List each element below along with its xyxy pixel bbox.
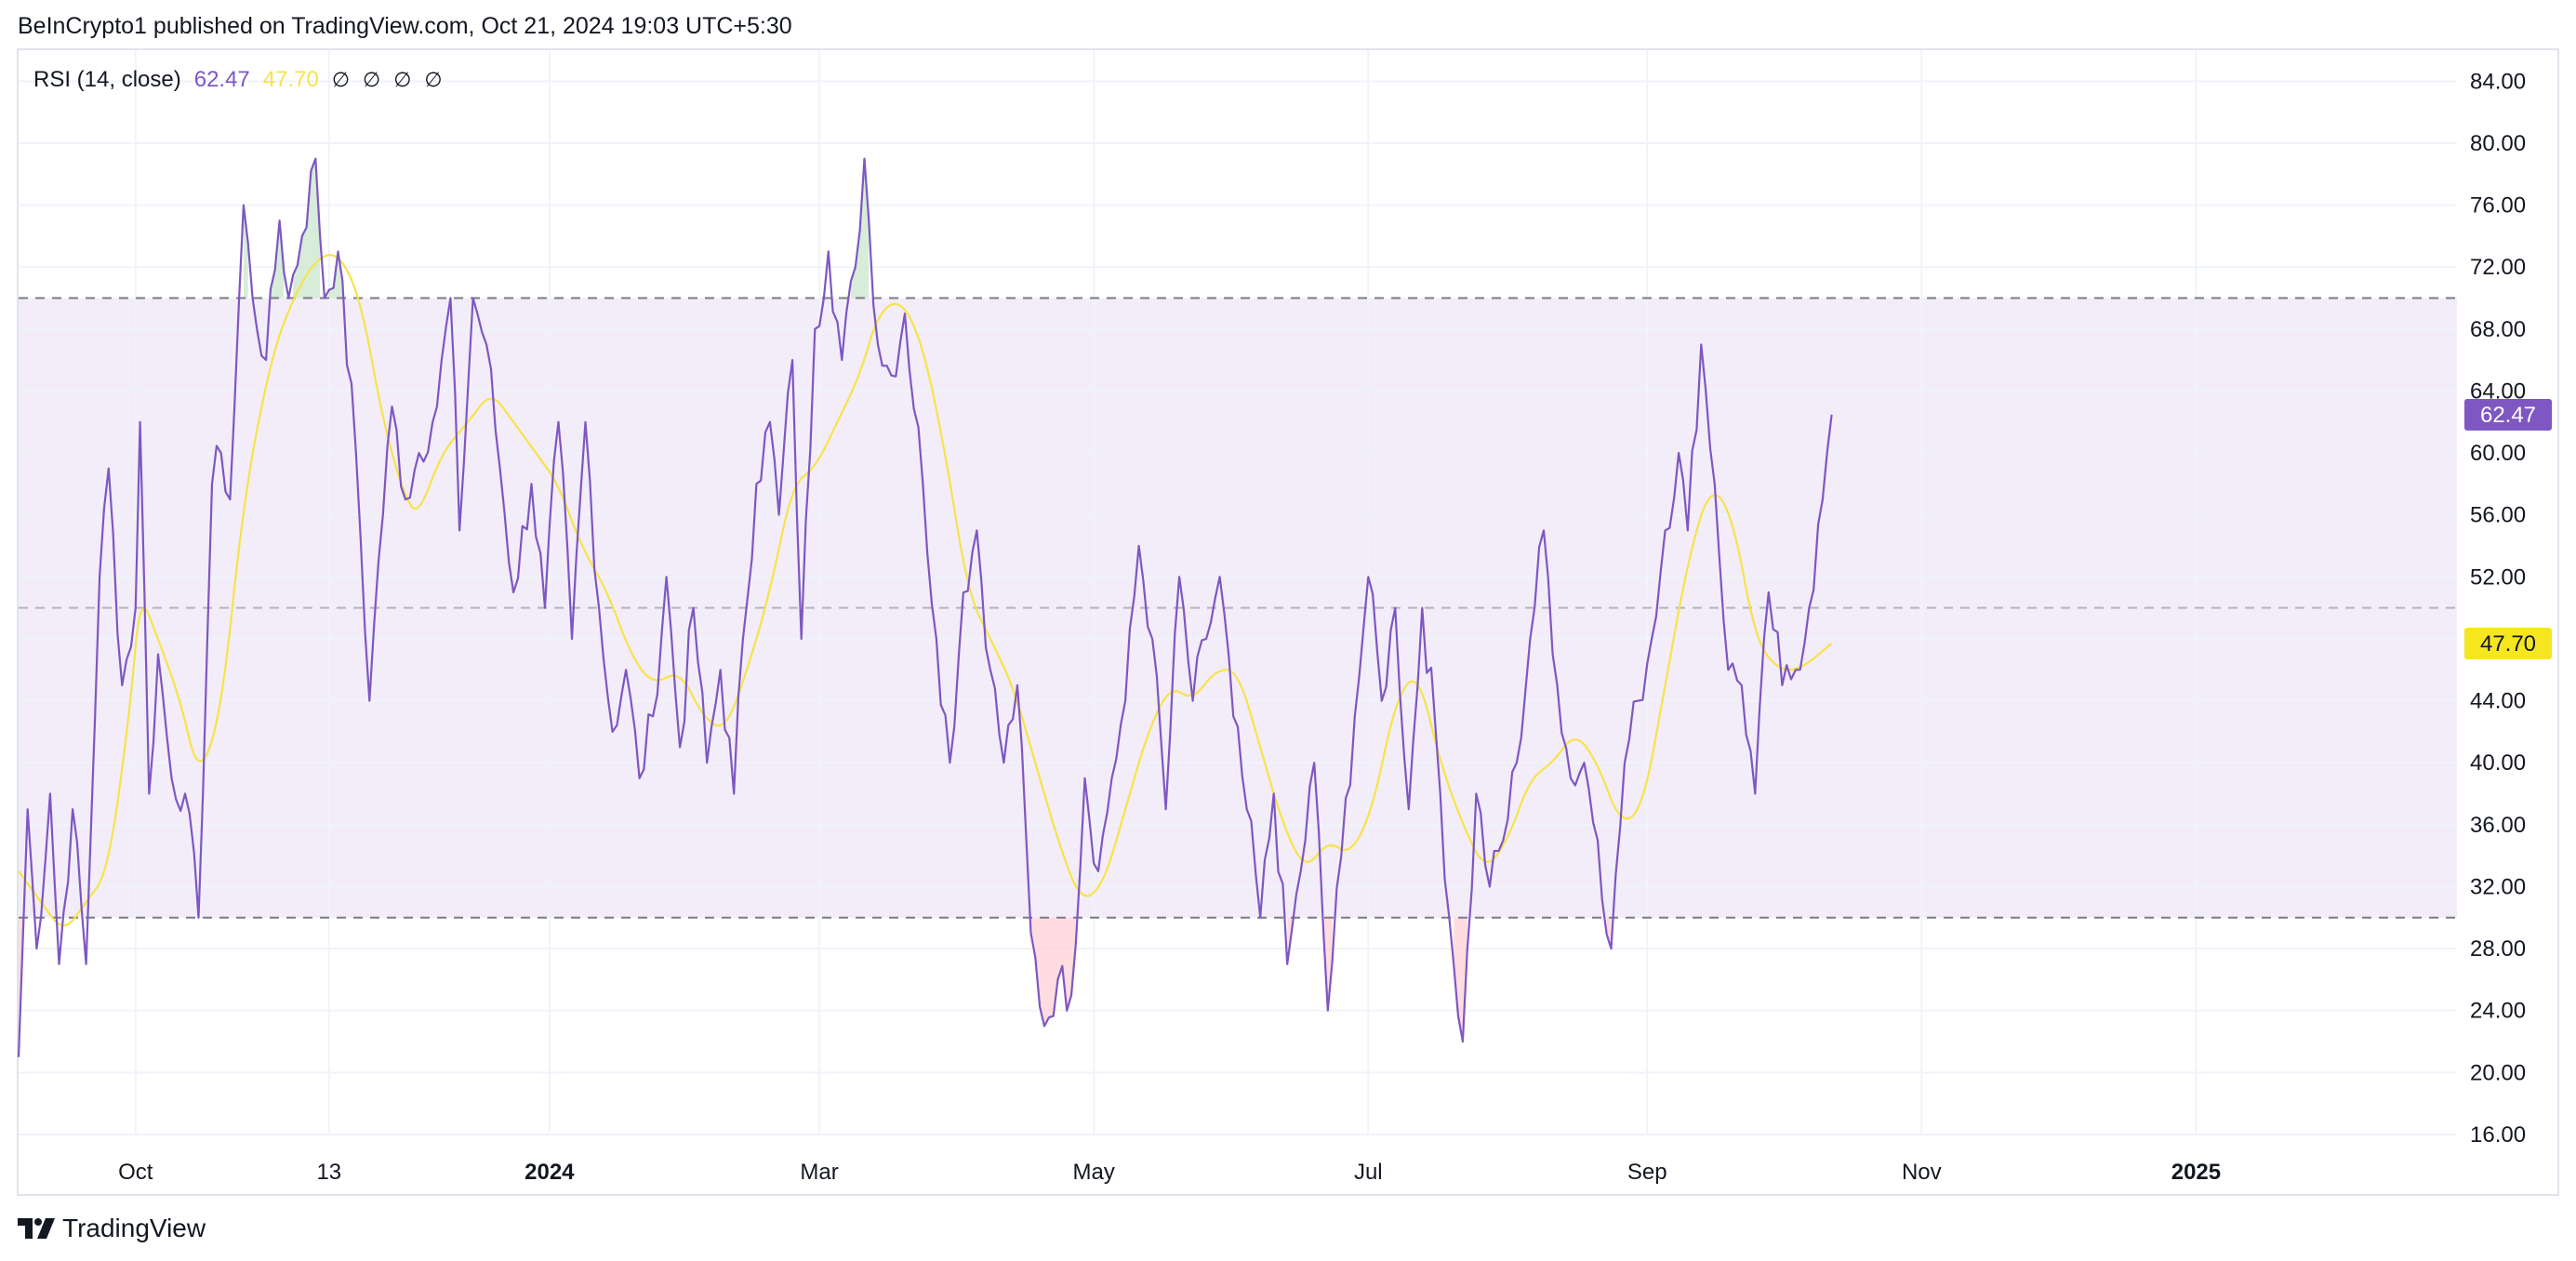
y-axis-ticks: 84.0080.0076.0072.0068.0064.0060.0056.00…	[2470, 69, 2526, 1148]
x-tick-label: Nov	[1902, 1160, 1942, 1185]
overbought-fill	[243, 205, 248, 299]
legend-na-value-2: ∅	[363, 68, 381, 91]
y-tick-label: 52.00	[2470, 564, 2526, 590]
rsi-line[interactable]	[17, 157, 1833, 1057]
y-tick-label: 80.00	[2470, 131, 2526, 156]
x-tick-label: Oct	[118, 1160, 153, 1185]
oversold-fill	[1322, 917, 1333, 1011]
horizontal-gridlines	[19, 80, 2457, 1135]
rsi-badge-label: 62.47	[2480, 403, 2536, 428]
legend-ma-value: 47.70	[262, 67, 319, 92]
rsi-ma-line[interactable]	[18, 254, 1833, 927]
oversold-fill	[1030, 917, 1076, 1027]
legend-rsi-value: 62.47	[193, 67, 250, 92]
y-tick-label: 36.00	[2470, 813, 2526, 838]
y-tick-label: 72.00	[2470, 255, 2526, 280]
x-tick-label: May	[1073, 1160, 1115, 1185]
vertical-gridlines	[134, 50, 2198, 1135]
y-tick-label: 76.00	[2470, 193, 2526, 219]
y-tick-label: 44.00	[2470, 689, 2526, 714]
tradingview-branding[interactable]: TradingView	[18, 1214, 206, 1243]
ma-badge-label: 47.70	[2480, 631, 2536, 657]
x-tick-label: 2024	[524, 1160, 575, 1185]
rsi-badge-bg	[2464, 398, 2552, 431]
legend-na-value-3: ∅	[393, 68, 412, 91]
chart-frame	[17, 48, 2559, 1196]
tradingview-brand-text: TradingView	[62, 1214, 206, 1242]
y-tick-label: 24.00	[2470, 999, 2526, 1024]
indicator-legend[interactable]: RSI (14, close) 62.47 47.70 ∅ ∅ ∅ ∅	[33, 67, 443, 93]
rsi-value-badge: 62.47	[2464, 398, 2552, 431]
y-tick-label: 60.00	[2470, 441, 2526, 466]
legend-indicator-name[interactable]: RSI (14, close)	[33, 67, 181, 92]
publisher-header: BeInCrypto1 published on TradingView.com…	[18, 13, 792, 39]
y-tick-label: 56.00	[2470, 503, 2526, 528]
ma-value-badge: 47.70	[2464, 627, 2552, 659]
x-tick-label: Mar	[800, 1160, 838, 1185]
x-tick-label: Sep	[1627, 1160, 1667, 1185]
y-tick-label: 40.00	[2470, 750, 2526, 776]
x-tick-label: 13	[316, 1160, 341, 1185]
x-tick-label: 2025	[2171, 1160, 2221, 1185]
legend-na-value-4: ∅	[424, 68, 443, 91]
oversold-fill	[1606, 917, 1612, 949]
y-tick-label: 28.00	[2470, 936, 2526, 962]
legend-na-value-1: ∅	[331, 68, 351, 91]
x-tick-label: Jul	[1354, 1160, 1383, 1185]
y-tick-label: 16.00	[2470, 1122, 2526, 1148]
y-tick-label: 20.00	[2470, 1060, 2526, 1085]
y-tick-label: 68.00	[2470, 317, 2526, 342]
ma-badge-bg	[2464, 627, 2552, 659]
y-tick-label: 84.00	[2470, 69, 2526, 94]
overbought-fill	[850, 158, 870, 299]
tradingview-logo-icon	[18, 1218, 55, 1239]
x-axis-ticks: Oct 13 2024 Mar May Jul Sep Nov 2025	[118, 1160, 2221, 1185]
y-tick-label: 32.00	[2470, 874, 2526, 899]
